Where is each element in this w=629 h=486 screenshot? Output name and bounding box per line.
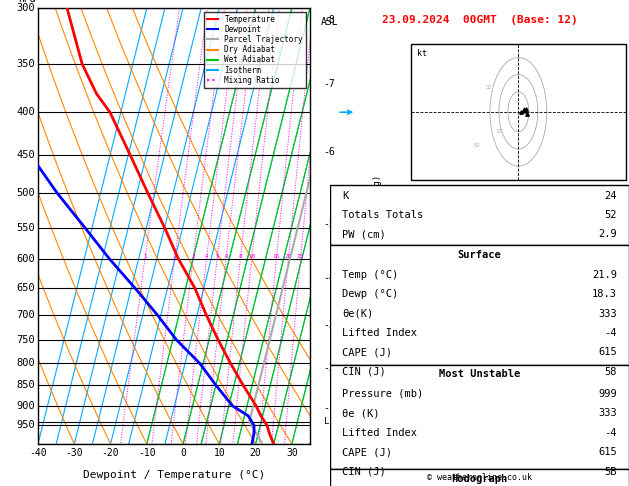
Text: -7: -7 xyxy=(323,79,335,89)
Text: © weatheronline.co.uk: © weatheronline.co.uk xyxy=(427,473,532,482)
Bar xyxy=(330,245,629,364)
Text: 16: 16 xyxy=(272,254,280,259)
Text: LCL: LCL xyxy=(323,417,340,426)
Text: θe(K): θe(K) xyxy=(342,309,373,319)
Text: kt: kt xyxy=(416,49,426,58)
Text: 0: 0 xyxy=(180,449,186,458)
Text: 2.9: 2.9 xyxy=(598,229,617,240)
Text: -10: -10 xyxy=(138,449,155,458)
Text: 20: 20 xyxy=(250,449,262,458)
Text: -8: -8 xyxy=(323,15,335,25)
Bar xyxy=(330,364,629,469)
Text: 650: 650 xyxy=(16,283,35,293)
Text: 2: 2 xyxy=(173,254,177,259)
Text: 3: 3 xyxy=(191,254,195,259)
Text: 4: 4 xyxy=(204,254,208,259)
Text: -4: -4 xyxy=(604,328,617,338)
Text: Dewp (°C): Dewp (°C) xyxy=(342,289,398,299)
Text: 550: 550 xyxy=(16,223,35,232)
Text: 1: 1 xyxy=(143,254,147,259)
Text: 900: 900 xyxy=(16,401,35,411)
Text: 52: 52 xyxy=(473,143,480,148)
Text: Mixing Ratio (g/kg): Mixing Ratio (g/kg) xyxy=(374,175,382,277)
Text: -30: -30 xyxy=(65,449,83,458)
Text: 23.09.2024  00GMT  (Base: 12): 23.09.2024 00GMT (Base: 12) xyxy=(382,15,577,25)
Text: 52: 52 xyxy=(604,210,617,220)
Text: -6: -6 xyxy=(323,147,335,157)
Text: ASL: ASL xyxy=(321,17,338,27)
Text: -3: -3 xyxy=(323,320,335,330)
Text: 700: 700 xyxy=(16,310,35,320)
Text: hPa: hPa xyxy=(18,0,35,3)
Text: 5B: 5B xyxy=(604,467,617,477)
Text: PW (cm): PW (cm) xyxy=(342,229,386,240)
Text: Most Unstable: Most Unstable xyxy=(439,369,520,380)
Text: Lifted Index: Lifted Index xyxy=(342,328,417,338)
Text: 600: 600 xyxy=(16,254,35,264)
Text: 400: 400 xyxy=(16,107,35,117)
Text: Surface: Surface xyxy=(458,250,501,260)
Text: 300: 300 xyxy=(16,3,35,13)
Text: 20: 20 xyxy=(284,254,292,259)
Text: CIN (J): CIN (J) xyxy=(342,467,386,477)
Text: Lifted Index: Lifted Index xyxy=(342,428,417,438)
Text: θe (K): θe (K) xyxy=(342,408,379,418)
Text: 615: 615 xyxy=(598,347,617,358)
Text: -4: -4 xyxy=(604,428,617,438)
Text: 21.9: 21.9 xyxy=(592,270,617,280)
Text: 58: 58 xyxy=(604,367,617,377)
Text: CAPE (J): CAPE (J) xyxy=(342,347,392,358)
Text: CAPE (J): CAPE (J) xyxy=(342,447,392,457)
Text: 333: 333 xyxy=(598,309,617,319)
Text: 25: 25 xyxy=(297,254,304,259)
Text: 32: 32 xyxy=(485,85,492,90)
Text: CIN (J): CIN (J) xyxy=(342,367,386,377)
Text: 450: 450 xyxy=(16,150,35,160)
Text: K: K xyxy=(342,191,348,201)
Text: 999: 999 xyxy=(598,389,617,399)
Text: Pressure (mb): Pressure (mb) xyxy=(342,389,423,399)
Legend: Temperature, Dewpoint, Parcel Trajectory, Dry Adiabat, Wet Adiabat, Isotherm, Mi: Temperature, Dewpoint, Parcel Trajectory… xyxy=(204,12,306,88)
Text: 18.3: 18.3 xyxy=(592,289,617,299)
Text: 800: 800 xyxy=(16,358,35,368)
Text: 12: 12 xyxy=(496,129,502,134)
Text: -1: -1 xyxy=(323,403,335,413)
Text: 24: 24 xyxy=(604,191,617,201)
Text: 615: 615 xyxy=(598,447,617,457)
Text: -40: -40 xyxy=(29,449,47,458)
Text: 10: 10 xyxy=(248,254,255,259)
Text: Temp (°C): Temp (°C) xyxy=(342,270,398,280)
Text: 333: 333 xyxy=(598,408,617,418)
Text: Totals Totals: Totals Totals xyxy=(342,210,423,220)
Text: -20: -20 xyxy=(102,449,120,458)
Text: 850: 850 xyxy=(16,380,35,390)
Text: Dewpoint / Temperature (°C): Dewpoint / Temperature (°C) xyxy=(83,470,265,480)
Text: 8: 8 xyxy=(238,254,242,259)
Bar xyxy=(330,185,629,245)
Text: -5: -5 xyxy=(323,219,335,228)
Text: 6: 6 xyxy=(224,254,228,259)
Text: 500: 500 xyxy=(16,188,35,198)
Text: -2: -2 xyxy=(323,363,335,373)
Text: 950: 950 xyxy=(16,420,35,431)
Text: Hodograph: Hodograph xyxy=(452,474,508,484)
Text: 30: 30 xyxy=(286,449,298,458)
Text: -4: -4 xyxy=(323,273,335,283)
Bar xyxy=(411,44,626,180)
Text: 10: 10 xyxy=(213,449,225,458)
Text: 750: 750 xyxy=(16,335,35,345)
Text: 5: 5 xyxy=(215,254,219,259)
Bar xyxy=(330,469,629,486)
Text: 350: 350 xyxy=(16,59,35,69)
